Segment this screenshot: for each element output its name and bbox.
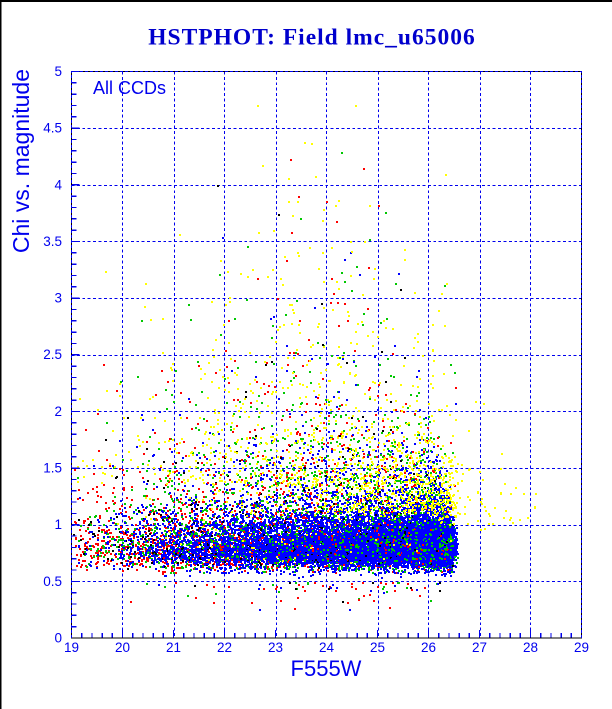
svg-text:3: 3 bbox=[54, 291, 62, 306]
svg-text:23: 23 bbox=[268, 640, 283, 655]
svg-text:25: 25 bbox=[370, 640, 385, 655]
svg-text:24: 24 bbox=[319, 640, 335, 655]
svg-text:20: 20 bbox=[115, 640, 130, 655]
svg-text:21: 21 bbox=[166, 640, 181, 655]
svg-text:5: 5 bbox=[54, 64, 62, 79]
svg-text:F555W: F555W bbox=[291, 656, 362, 681]
svg-text:4: 4 bbox=[54, 177, 62, 192]
svg-text:29: 29 bbox=[574, 640, 589, 655]
svg-text:2.5: 2.5 bbox=[43, 347, 62, 362]
svg-text:1: 1 bbox=[54, 517, 62, 532]
svg-text:27: 27 bbox=[472, 640, 487, 655]
svg-text:3.5: 3.5 bbox=[43, 234, 62, 249]
svg-text:HSTPHOT: Field lmc_u65006: HSTPHOT: Field lmc_u65006 bbox=[148, 25, 475, 51]
svg-text:19: 19 bbox=[64, 640, 79, 655]
svg-text:22: 22 bbox=[217, 640, 232, 655]
svg-text:0.5: 0.5 bbox=[43, 574, 62, 589]
svg-text:Chi vs. magnitude: Chi vs. magnitude bbox=[8, 69, 34, 253]
svg-text:28: 28 bbox=[523, 640, 538, 655]
svg-text:26: 26 bbox=[421, 640, 436, 655]
svg-text:4.5: 4.5 bbox=[43, 121, 62, 136]
svg-text:1.5: 1.5 bbox=[43, 461, 62, 476]
svg-text:2: 2 bbox=[54, 404, 62, 419]
svg-text:0: 0 bbox=[54, 631, 62, 646]
svg-text:All CCDs: All CCDs bbox=[93, 78, 166, 98]
